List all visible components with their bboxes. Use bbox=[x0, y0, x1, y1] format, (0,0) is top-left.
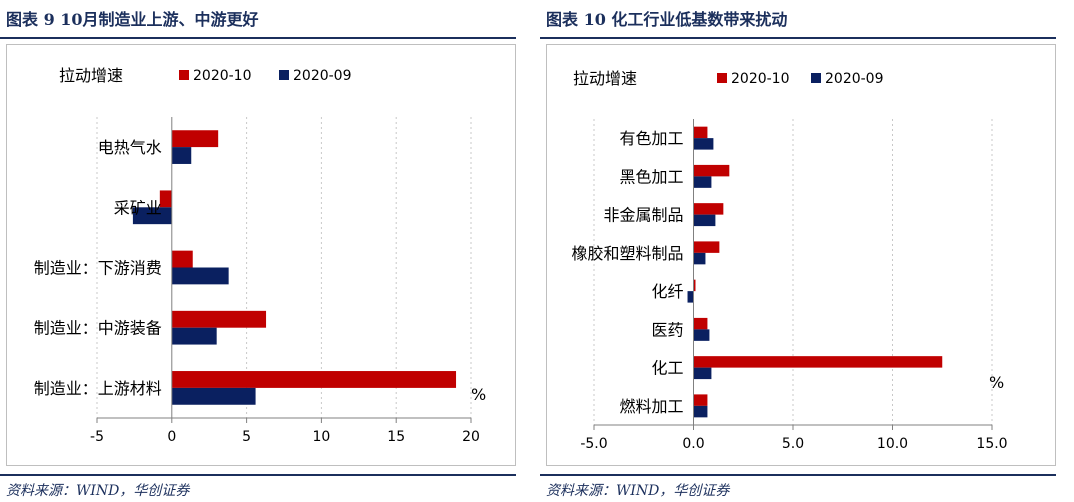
legend-swatch bbox=[179, 70, 189, 80]
category-label: 非金属制品 bbox=[603, 206, 683, 225]
x-tick-label: 0.0 bbox=[682, 436, 704, 452]
x-tick-label: 10 bbox=[312, 429, 330, 445]
category-label: 制造业：中游装备 bbox=[34, 319, 162, 338]
category-label: 制造业：上游材料 bbox=[34, 379, 162, 398]
x-tick-label: -5.0 bbox=[580, 436, 607, 452]
x-tick-label: -5 bbox=[90, 429, 104, 445]
category-label: 制造业：下游消费 bbox=[34, 259, 162, 278]
category-label: 燃料加工 bbox=[619, 397, 683, 416]
left-title-rule bbox=[0, 37, 516, 39]
left-bottom-rule bbox=[0, 474, 516, 476]
category-label: 采矿业 bbox=[114, 198, 162, 217]
bar-2020-09 bbox=[171, 147, 192, 164]
x-tick-label: 5 bbox=[242, 429, 251, 445]
bar-2020-10 bbox=[171, 371, 457, 388]
legend-swatch bbox=[717, 73, 727, 83]
bar-2020-09 bbox=[171, 267, 229, 285]
unit-label: % bbox=[471, 385, 486, 404]
panel-label: 拉动增速 bbox=[573, 69, 637, 88]
bar-2020-09 bbox=[693, 329, 710, 341]
category-label: 黑色加工 bbox=[619, 167, 683, 186]
bar-2020-10 bbox=[693, 164, 730, 177]
bar-2020-09 bbox=[693, 405, 708, 418]
legend-label: 2020-09 bbox=[293, 68, 352, 84]
right-chart-panel: 图表 10 化工行业低基数带来扰动 有色加工黑色加工非金属制品橡胶和塑料制品化纤… bbox=[540, 0, 1074, 502]
x-tick-label: 0 bbox=[167, 429, 176, 445]
unit-label: % bbox=[989, 373, 1004, 392]
bar-2020-10 bbox=[693, 126, 708, 139]
bar-2020-09 bbox=[171, 387, 256, 405]
right-title-rule bbox=[540, 37, 1056, 39]
bar-2020-09 bbox=[171, 327, 217, 345]
bar-2020-09 bbox=[693, 252, 706, 265]
bar-2020-10 bbox=[693, 203, 724, 215]
left-chart-panel: 图表 9 10月制造业上游、中游更好 电热气水采矿业制造业：下游消费 制造业：中游… bbox=[0, 0, 520, 502]
category-label: 化纤 bbox=[651, 282, 683, 301]
legend-label: 2020-09 bbox=[825, 71, 884, 87]
legend-swatch bbox=[279, 70, 289, 80]
category-label: 橡胶和塑料制品 bbox=[571, 244, 683, 263]
right-source-note: 资料来源：WIND，华创证券 bbox=[546, 483, 730, 499]
left-plot-frame: 电热气水采矿业制造业：下游消费 制造业：中游装备 制造业：上游材料 -5 0 5 10 15 2… bbox=[6, 44, 516, 466]
bar-2020-10 bbox=[693, 356, 943, 368]
bar-2020-10 bbox=[693, 241, 720, 253]
left-source-note: 资料来源：WIND，华创证券 bbox=[6, 483, 190, 499]
right-bottom-rule bbox=[540, 474, 1056, 476]
bar-2020-09 bbox=[132, 207, 172, 225]
x-tick-label: 15.0 bbox=[976, 436, 1007, 452]
category-label: 电热气水 bbox=[98, 138, 162, 157]
x-tick-label: 15 bbox=[387, 429, 405, 445]
bar-2020-09 bbox=[693, 367, 712, 380]
legend-label: 2020-10 bbox=[731, 71, 790, 87]
bar-2020-09 bbox=[687, 291, 694, 303]
x-tick-label: 10.0 bbox=[877, 436, 908, 452]
bar-2020-10 bbox=[693, 279, 696, 292]
bar-2020-09 bbox=[693, 138, 714, 150]
x-tick-label: 20 bbox=[462, 429, 480, 445]
left-figure-title: 图表 9 10月制造业上游、中游更好 bbox=[6, 10, 259, 29]
category-label: 化工 bbox=[651, 359, 683, 378]
bar-2020-10 bbox=[171, 310, 267, 328]
bar-2020-10 bbox=[693, 394, 708, 406]
legend-label: 2020-10 bbox=[193, 68, 252, 84]
bar-2020-09 bbox=[693, 214, 716, 227]
bar-2020-09 bbox=[693, 176, 712, 188]
category-label: 有色加工 bbox=[619, 129, 683, 148]
bar-2020-10 bbox=[159, 190, 172, 208]
legend-swatch bbox=[811, 73, 821, 83]
bar-2020-10 bbox=[171, 250, 193, 268]
panel-label: 拉动增速 bbox=[59, 66, 123, 85]
bar-2020-10 bbox=[171, 130, 219, 148]
category-label: 医药 bbox=[651, 320, 683, 339]
bar-2020-10 bbox=[693, 317, 708, 330]
x-tick-label: 5.0 bbox=[782, 436, 804, 452]
right-plot-frame: 有色加工黑色加工非金属制品橡胶和塑料制品化纤医药化工燃料加工 -5.0 0.0 5.0… bbox=[546, 44, 1056, 466]
right-figure-title: 图表 10 化工行业低基数带来扰动 bbox=[546, 10, 788, 29]
